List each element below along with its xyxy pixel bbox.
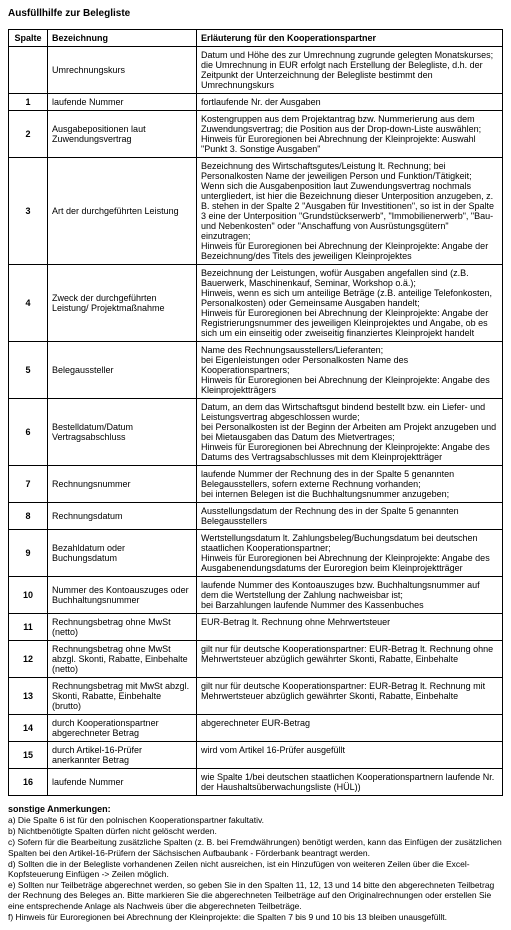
table-row: 7Rechnungsnummerlaufende Nummer der Rech… <box>9 466 503 503</box>
cell-spalte <box>9 47 48 94</box>
cell-erlaeuterung: abgerechneter EUR-Betrag <box>197 715 503 742</box>
cell-spalte: 14 <box>9 715 48 742</box>
cell-spalte: 11 <box>9 614 48 641</box>
cell-bezeichnung: laufende Nummer <box>48 94 197 111</box>
table-row: 9Bezahldatum oder BuchungsdatumWertstell… <box>9 530 503 577</box>
table-row: 2Ausgabepositionen laut Zuwendungsvertra… <box>9 111 503 158</box>
cell-spalte: 2 <box>9 111 48 158</box>
page-title: Ausfüllhilfe zur Belegliste <box>8 8 503 19</box>
table-row: 4Zweck der durchgeführten Leistung/ Proj… <box>9 265 503 342</box>
cell-erlaeuterung: Datum und Höhe des zur Umrechnung zugrun… <box>197 47 503 94</box>
cell-erlaeuterung: laufende Nummer der Rechnung des in der … <box>197 466 503 503</box>
header-row: Spalte Bezeichnung Erläuterung für den K… <box>9 30 503 47</box>
cell-spalte: 12 <box>9 641 48 678</box>
cell-erlaeuterung: Name des Rechnungsausstellers/Lieferante… <box>197 342 503 399</box>
cell-spalte: 5 <box>9 342 48 399</box>
cell-bezeichnung: Rechnungsnummer <box>48 466 197 503</box>
cell-erlaeuterung: fortlaufende Nr. der Ausgaben <box>197 94 503 111</box>
cell-spalte: 7 <box>9 466 48 503</box>
table-row: 11Rechnungsbetrag ohne MwSt (netto)EUR-B… <box>9 614 503 641</box>
cell-bezeichnung: Nummer des Kontoauszuges oder Buchhaltun… <box>48 577 197 614</box>
table-row: 8RechnungsdatumAusstellungsdatum der Rec… <box>9 503 503 530</box>
cell-erlaeuterung: Bezeichnung des Wirtschaftsgutes/Leistun… <box>197 158 503 265</box>
cell-bezeichnung: Rechnungsbetrag ohne MwSt abzgl. Skonti,… <box>48 641 197 678</box>
table-row: 10Nummer des Kontoauszuges oder Buchhalt… <box>9 577 503 614</box>
note-item: b) Nichtbenötigte Spalten dürfen nicht g… <box>8 826 503 836</box>
cell-spalte: 6 <box>9 399 48 466</box>
cell-bezeichnung: Art der durchgeführten Leistung <box>48 158 197 265</box>
note-item: d) Sollten die in der Belegliste vorhand… <box>8 859 503 879</box>
cell-bezeichnung: Umrechnungskurs <box>48 47 197 94</box>
cell-spalte: 16 <box>9 769 48 796</box>
cell-bezeichnung: Belegaussteller <box>48 342 197 399</box>
table-row: 3Art der durchgeführten LeistungBezeichn… <box>9 158 503 265</box>
table-row: 16laufende Nummerwie Spalte 1/bei deutsc… <box>9 769 503 796</box>
header-spalte: Spalte <box>9 30 48 47</box>
cell-spalte: 10 <box>9 577 48 614</box>
cell-bezeichnung: laufende Nummer <box>48 769 197 796</box>
cell-bezeichnung: durch Kooperationspartner abgerechneter … <box>48 715 197 742</box>
cell-spalte: 9 <box>9 530 48 577</box>
cell-erlaeuterung: Bezeichnung der Leistungen, wofür Ausgab… <box>197 265 503 342</box>
table-row: 5BelegausstellerName des Rechnungsausste… <box>9 342 503 399</box>
cell-spalte: 13 <box>9 678 48 715</box>
notes-title: sonstige Anmerkungen: <box>8 804 503 814</box>
cell-bezeichnung: Bestelldatum/Datum Vertragsabschluss <box>48 399 197 466</box>
cell-spalte: 1 <box>9 94 48 111</box>
cell-bezeichnung: Rechnungsbetrag ohne MwSt (netto) <box>48 614 197 641</box>
note-item: f) Hinweis für Euroregionen bei Abrechnu… <box>8 912 503 922</box>
cell-erlaeuterung: Ausstellungsdatum der Rechnung des in de… <box>197 503 503 530</box>
cell-erlaeuterung: EUR-Betrag lt. Rechnung ohne Mehrwertste… <box>197 614 503 641</box>
cell-erlaeuterung: Kostengruppen aus dem Projektantrag bzw.… <box>197 111 503 158</box>
header-erlaeuterung: Erläuterung für den Kooperationspartner <box>197 30 503 47</box>
table-row: 13Rechnungsbetrag mit MwSt abzgl. Skonti… <box>9 678 503 715</box>
table-row: 14durch Kooperationspartner abgerechnete… <box>9 715 503 742</box>
table-row: 6Bestelldatum/Datum VertragsabschlussDat… <box>9 399 503 466</box>
cell-erlaeuterung: Datum, an dem das Wirtschaftsgut bindend… <box>197 399 503 466</box>
cell-erlaeuterung: Wertstellungsdatum lt. Zahlungsbeleg/Buc… <box>197 530 503 577</box>
cell-bezeichnung: Bezahldatum oder Buchungsdatum <box>48 530 197 577</box>
cell-erlaeuterung: laufende Nummer des Kontoauszuges bzw. B… <box>197 577 503 614</box>
table-row: 12Rechnungsbetrag ohne MwSt abzgl. Skont… <box>9 641 503 678</box>
cell-erlaeuterung: gilt nur für deutsche Kooperationspartne… <box>197 641 503 678</box>
cell-spalte: 4 <box>9 265 48 342</box>
cell-spalte: 3 <box>9 158 48 265</box>
note-item: c) Sofern für die Bearbeitung zusätzlich… <box>8 837 503 857</box>
cell-bezeichnung: Rechnungsdatum <box>48 503 197 530</box>
cell-erlaeuterung: wie Spalte 1/bei deutschen staatlichen K… <box>197 769 503 796</box>
note-item: a) Die Spalte 6 ist für den polnischen K… <box>8 815 503 825</box>
header-bezeichnung: Bezeichnung <box>48 30 197 47</box>
note-item: e) Sollten nur Teilbeträge abgerechnet w… <box>8 880 503 911</box>
cell-bezeichnung: Ausgabepositionen laut Zuwendungsvertrag <box>48 111 197 158</box>
table-row: UmrechnungskursDatum und Höhe des zur Um… <box>9 47 503 94</box>
cell-bezeichnung: Zweck der durchgeführten Leistung/ Proje… <box>48 265 197 342</box>
cell-bezeichnung: Rechnungsbetrag mit MwSt abzgl. Skonti, … <box>48 678 197 715</box>
cell-erlaeuterung: gilt nur für deutsche Kooperationspartne… <box>197 678 503 715</box>
belegliste-table: Spalte Bezeichnung Erläuterung für den K… <box>8 29 503 796</box>
cell-spalte: 8 <box>9 503 48 530</box>
table-row: 1laufende Nummerfortlaufende Nr. der Aus… <box>9 94 503 111</box>
